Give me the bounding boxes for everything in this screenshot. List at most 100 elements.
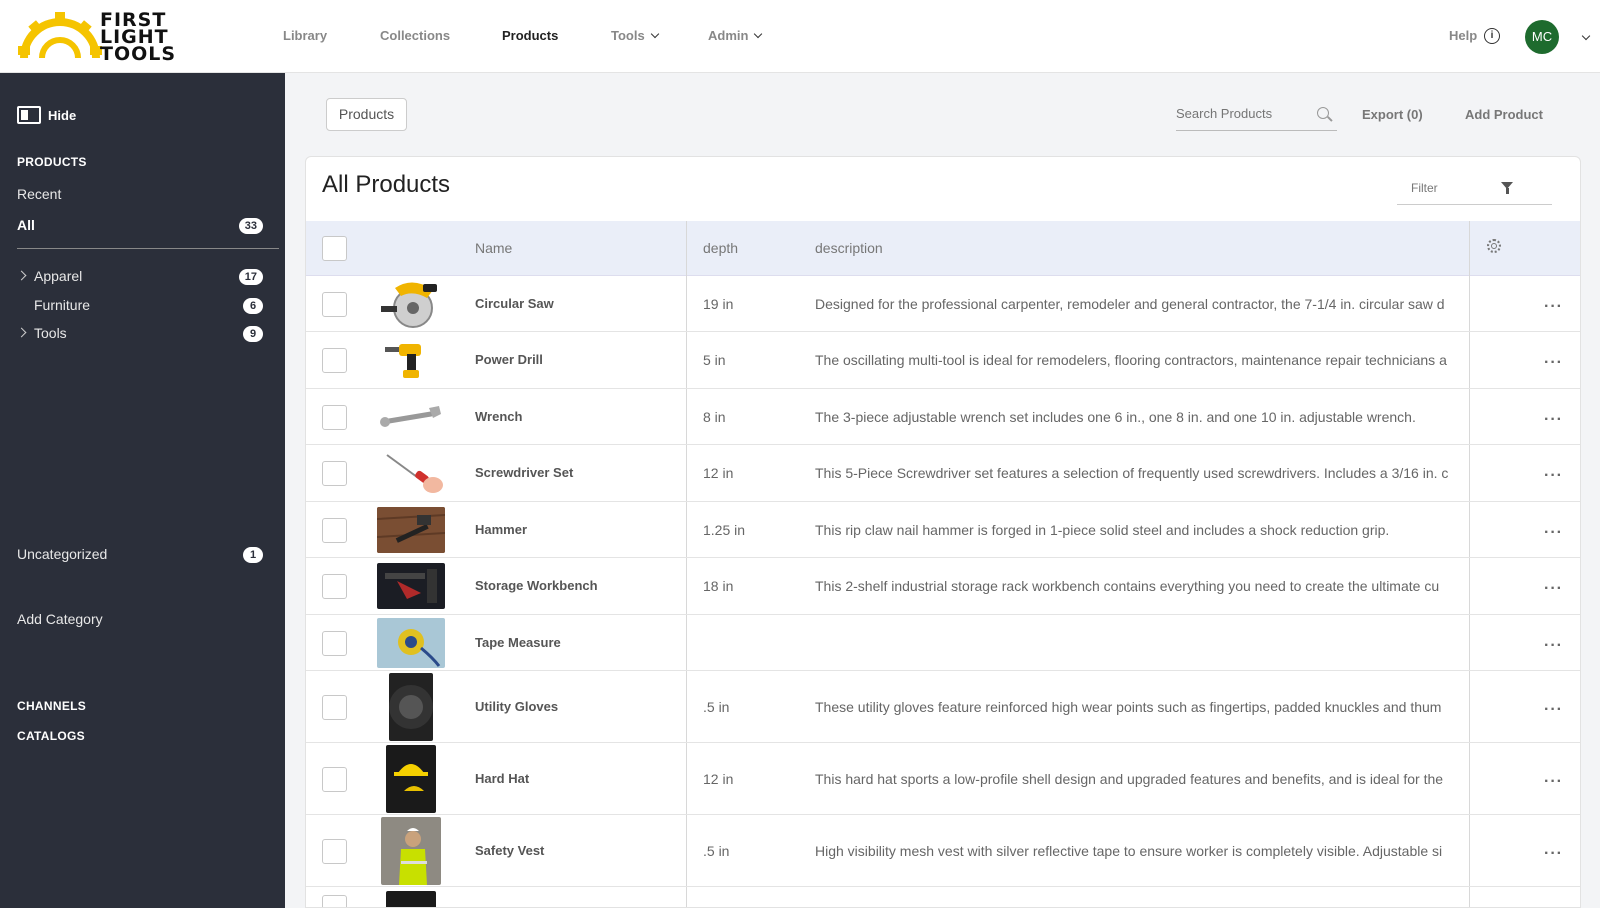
product-name[interactable]: Circular Saw	[475, 295, 554, 311]
product-thumbnail-screwdriver-set[interactable]	[377, 451, 445, 495]
user-avatar[interactable]: MC	[1525, 20, 1559, 54]
more-actions-icon[interactable]: ···	[1544, 297, 1563, 315]
table-row[interactable]: Hammer 1.25 in This rip claw nail hammer…	[306, 502, 1580, 558]
row-checkbox[interactable]	[322, 630, 347, 656]
table-row[interactable]: Utility Gloves .5 in These utility glove…	[306, 671, 1580, 743]
product-thumbnail[interactable]	[386, 891, 436, 907]
more-actions-icon[interactable]: ···	[1544, 580, 1563, 597]
add-product-button[interactable]: Add Product	[1465, 107, 1543, 122]
sidebar: Hide PRODUCTS Recent All 33 Apparel 17 F…	[0, 73, 285, 908]
export-button[interactable]: Export (0)	[1362, 107, 1423, 122]
select-all-checkbox[interactable]	[322, 236, 347, 261]
first-light-tools-logo[interactable]: FIRST LIGHT TOOLS	[18, 11, 198, 64]
filter-icon[interactable]	[1501, 182, 1513, 194]
row-checkbox[interactable]	[322, 404, 347, 430]
product-name[interactable]: Power Drill	[475, 352, 543, 367]
count-badge: 9	[243, 326, 263, 342]
nav-products[interactable]: Products	[502, 28, 559, 43]
product-depth: 12 in	[703, 465, 734, 481]
sidebar-toggle-icon	[17, 106, 41, 124]
sidebar-item-uncategorized-label: Uncategorized	[17, 546, 108, 562]
product-depth: .5 in	[703, 698, 730, 715]
row-checkbox[interactable]	[322, 694, 347, 720]
more-actions-icon[interactable]: ···	[1544, 354, 1563, 371]
help-link[interactable]: Help	[1449, 28, 1478, 43]
row-checkbox[interactable]	[322, 461, 347, 486]
info-icon[interactable]: i	[1484, 28, 1500, 44]
gear-sun-logo-icon	[18, 12, 102, 59]
search-products[interactable]	[1176, 101, 1337, 131]
column-header-description[interactable]: description	[815, 240, 883, 256]
search-icon[interactable]	[1317, 107, 1329, 119]
product-thumbnail-tape-measure[interactable]	[377, 617, 445, 668]
product-name[interactable]: Screwdriver Set	[475, 465, 574, 480]
page-title: All Products	[322, 171, 451, 198]
more-actions-icon[interactable]: ···	[1544, 844, 1563, 862]
nav-collections[interactable]: Collections	[380, 28, 451, 43]
more-actions-icon[interactable]: ···	[1544, 523, 1563, 541]
filter-field[interactable]: Filter	[1397, 173, 1552, 205]
row-checkbox[interactable]	[322, 291, 347, 317]
product-depth: 18 in	[703, 578, 734, 594]
row-checkbox[interactable]	[322, 574, 347, 599]
product-name[interactable]: Safety Vest	[475, 842, 545, 858]
more-actions-icon[interactable]: ···	[1544, 410, 1563, 428]
more-actions-icon[interactable]: ···	[1544, 467, 1563, 484]
catalogs-heading[interactable]: CATALOGS	[17, 729, 85, 743]
nav-tools[interactable]: Tools	[611, 28, 659, 43]
product-thumbnail-safety-vest[interactable]	[381, 816, 441, 885]
row-checkbox[interactable]	[322, 838, 347, 864]
more-actions-icon[interactable]: ···	[1544, 636, 1563, 654]
product-thumbnail-hammer[interactable]	[377, 506, 445, 553]
product-thumbnail-utility-gloves[interactable]	[389, 672, 433, 741]
breadcrumb-products[interactable]: Products	[326, 98, 407, 131]
column-header-name[interactable]: Name	[475, 240, 513, 256]
nav-library[interactable]: Library	[283, 28, 328, 43]
more-actions-icon[interactable]: ···	[1544, 700, 1563, 718]
product-thumbnail-wrench[interactable]	[377, 402, 445, 432]
product-name[interactable]: Hammer	[475, 521, 528, 537]
search-input[interactable]	[1176, 106, 1306, 121]
table-row[interactable]: Circular Saw 19 in Designed for the prof…	[306, 276, 1580, 332]
account-menu-chevron-icon[interactable]	[1581, 31, 1591, 41]
chevron-right-icon[interactable]	[16, 270, 27, 281]
sidebar-item-all-label: All	[17, 217, 35, 233]
sidebar-item-furniture-label: Furniture	[34, 297, 91, 313]
table-row[interactable]: Wrench 8 in The 3-piece adjustable wrenc…	[306, 389, 1580, 445]
row-checkbox[interactable]	[322, 517, 347, 543]
table-row[interactable]: Power Drill 5 in The oscillating multi-t…	[306, 332, 1580, 389]
table-header: Name depth description	[306, 221, 1580, 276]
table-row[interactable]: Safety Vest .5 in High visibility mesh v…	[306, 815, 1580, 887]
product-name[interactable]: Tape Measure	[475, 634, 561, 650]
add-category-link[interactable]: Add Category	[17, 611, 103, 627]
product-thumbnail-power-drill[interactable]	[377, 338, 445, 382]
column-header-depth[interactable]: depth	[703, 240, 739, 256]
column-settings-gear-icon[interactable]	[1487, 239, 1501, 253]
table-row[interactable]: Tape Measure ···	[306, 615, 1580, 671]
nav-admin[interactable]: Admin	[708, 28, 763, 43]
more-actions-icon[interactable]: ···	[1544, 772, 1563, 790]
channels-heading[interactable]: CHANNELS	[17, 699, 87, 713]
table-row[interactable]: Screwdriver Set 12 in This 5-Piece Screw…	[306, 445, 1580, 502]
product-name[interactable]: Wrench	[475, 408, 523, 424]
chevron-right-icon[interactable]	[16, 327, 27, 338]
count-badge: 6	[243, 298, 263, 314]
product-name[interactable]: Utility Gloves	[475, 698, 559, 714]
column-divider	[686, 221, 687, 907]
product-thumbnail-hard-hat[interactable]	[386, 744, 436, 813]
table-row[interactable]: Storage Workbench 18 in This 2-shelf ind…	[306, 558, 1580, 615]
product-depth: 1.25 in	[703, 521, 746, 538]
table-row[interactable]	[306, 887, 1580, 907]
row-checkbox[interactable]	[322, 895, 347, 907]
sidebar-item-recent[interactable]: Recent	[17, 186, 62, 202]
product-thumbnail-storage-workbench[interactable]	[377, 563, 445, 609]
product-name[interactable]: Hard Hat	[475, 770, 530, 786]
row-checkbox[interactable]	[322, 348, 347, 373]
row-checkbox[interactable]	[322, 766, 347, 792]
product-thumbnail-circular-saw[interactable]	[377, 276, 445, 332]
product-name[interactable]: Storage Workbench	[475, 578, 598, 593]
count-badge: 33	[238, 218, 263, 234]
column-divider	[1469, 221, 1470, 907]
table-row[interactable]: Hard Hat 12 in This hard hat sports a lo…	[306, 743, 1580, 815]
product-depth: 12 in	[703, 770, 734, 787]
